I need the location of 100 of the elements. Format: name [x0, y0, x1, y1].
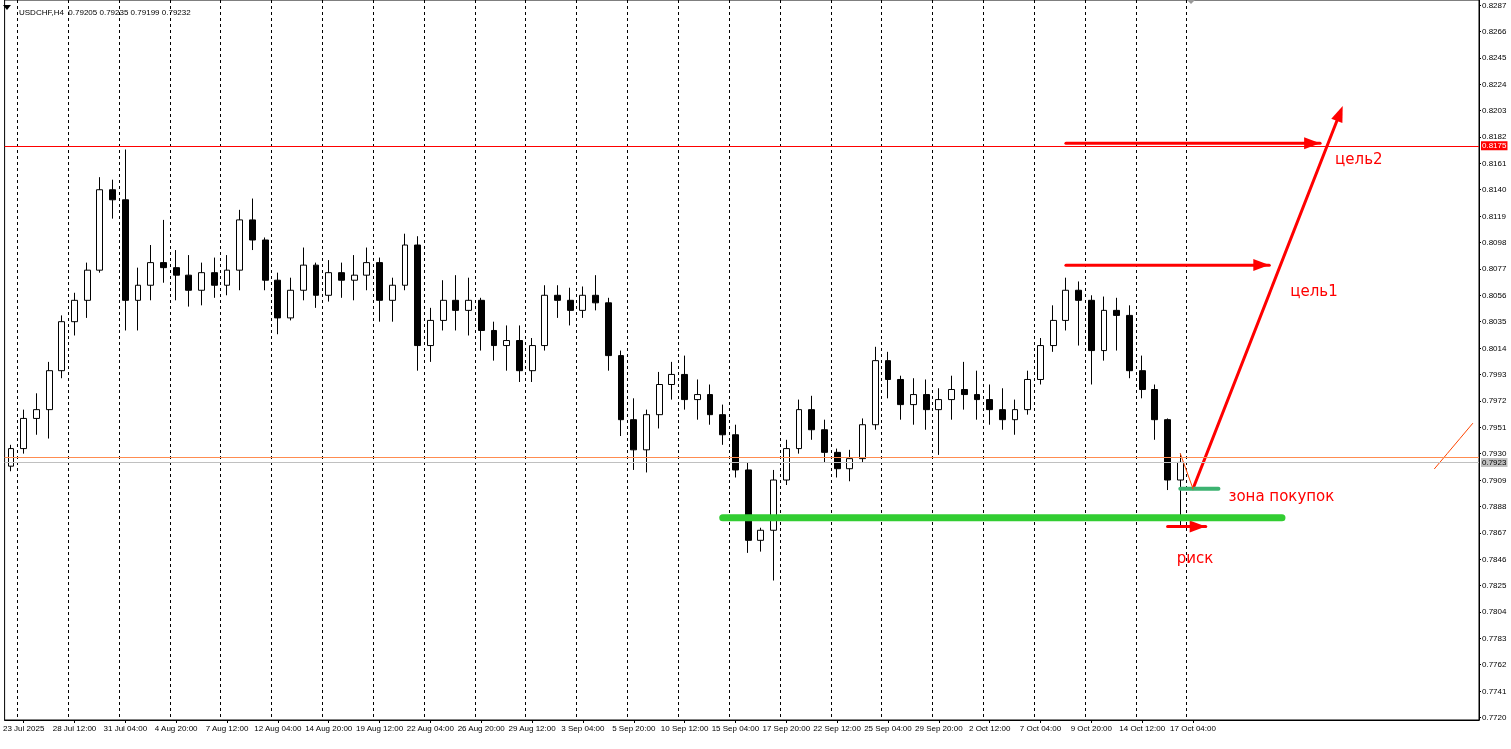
candlestick	[1126, 304, 1133, 379]
y-tick-label: 0.8266	[1482, 26, 1508, 36]
candlestick	[783, 439, 790, 486]
series-label: цель1	[1290, 281, 1338, 300]
y-tick-label: 0.8224	[1482, 79, 1508, 89]
candlestick	[1139, 355, 1146, 399]
x-tick-label: 14 Aug 20:00	[305, 723, 353, 733]
series-label: риск	[1176, 548, 1214, 567]
candlestick	[351, 254, 358, 301]
x-tick-label: 15 Sep 04:00	[711, 723, 760, 733]
candlestick	[630, 397, 637, 471]
y-tick-label: 0.7762	[1482, 660, 1508, 670]
y-tick-label: 0.8287	[1482, 0, 1508, 10]
candlestick	[274, 272, 281, 335]
candlestick	[224, 254, 230, 296]
candlestick	[554, 284, 561, 319]
candlestick	[516, 324, 523, 383]
candlestick	[605, 297, 612, 372]
candlestick	[122, 149, 129, 331]
candlestick	[808, 395, 815, 441]
candlestick	[1177, 453, 1184, 527]
y-tick-label: 0.8077	[1482, 264, 1508, 274]
candlestick	[1088, 294, 1095, 385]
candlestick	[452, 274, 459, 331]
x-tick-label: 31 Jul 04:00	[103, 723, 148, 733]
candlestick	[1012, 399, 1018, 436]
candlestick	[503, 324, 510, 372]
series-label: цель2	[1335, 149, 1383, 168]
x-tick-label: 29 Aug 12:00	[508, 723, 557, 733]
candlestick	[96, 176, 103, 274]
candlestick	[974, 370, 980, 421]
x-tick-label: 2 Oct 12:00	[968, 723, 1011, 733]
y-tick-label: 0.8119	[1482, 211, 1507, 221]
candlestick	[1050, 304, 1057, 353]
y-tick-label: 0.7846	[1482, 554, 1508, 564]
candlestick	[236, 209, 243, 291]
candlestick	[135, 267, 141, 331]
candlestick	[84, 262, 91, 319]
x-tick-label: 4 Aug 20:00	[154, 723, 199, 733]
candlestick	[173, 249, 180, 301]
x-tick-label: 22 Aug 04:00	[406, 723, 455, 733]
candlestick	[427, 307, 434, 363]
x-tick-label: 22 Sep 12:00	[813, 723, 862, 733]
candlestick	[986, 384, 993, 426]
candlestick	[147, 244, 154, 301]
candlestick	[287, 277, 294, 321]
candlestick	[465, 277, 472, 336]
candlestick	[859, 417, 866, 463]
candlestick	[948, 375, 955, 421]
y-tick-label: 0.7741	[1482, 686, 1508, 696]
candlestick	[579, 285, 586, 319]
candlestick	[846, 449, 853, 482]
candlestick	[694, 378, 701, 421]
x-tick-label: 17 Sep 20:00	[762, 723, 811, 733]
candlestick	[719, 404, 726, 446]
candlestick	[198, 262, 205, 306]
candlestick	[796, 399, 802, 455]
candlestick	[732, 424, 739, 478]
y-tick-label: 0.7993	[1482, 369, 1508, 379]
x-tick-label: 7 Aug 12:00	[205, 723, 249, 733]
candlestick	[529, 337, 536, 383]
candlestick	[20, 409, 27, 455]
y-tick-label: 0.7930	[1482, 449, 1508, 459]
candlestick	[745, 461, 752, 554]
x-tick-label: 14 Oct 12:00	[1119, 723, 1166, 733]
candlestick	[1024, 370, 1031, 416]
candlestick	[910, 377, 917, 426]
candlestick	[249, 198, 256, 251]
y-tick-label: 0.8140	[1482, 185, 1508, 195]
x-tick-label: 7 Oct 04:00	[1019, 723, 1062, 733]
candlestick	[885, 351, 891, 399]
x-tick-label: 23 Jul 2025	[2, 723, 45, 733]
candlestick	[668, 361, 675, 401]
y-tick-label: 0.7909	[1482, 475, 1508, 485]
line-series	[1434, 422, 1474, 470]
x-tick-label: 26 Aug 20:00	[457, 723, 506, 733]
candlestick	[440, 279, 447, 331]
y-tick-label: 0.7783	[1482, 633, 1508, 643]
candlestick	[300, 247, 307, 301]
x-tick-label: 12 Aug 04:00	[254, 723, 302, 733]
candlestick	[656, 371, 663, 429]
candlestick	[707, 384, 713, 426]
candlestick	[414, 235, 421, 372]
candlestick	[1164, 417, 1171, 491]
candlestick	[325, 259, 332, 303]
x-tick-label: 17 Oct 04:00	[1170, 723, 1217, 733]
x-tick-label: 5 Sep 20:00	[612, 723, 656, 733]
x-tick-label: 28 Jul 12:00	[52, 723, 97, 733]
candlestick	[376, 257, 383, 323]
candlestick	[1075, 280, 1082, 347]
candlestick	[935, 387, 942, 456]
candlestick	[618, 350, 624, 437]
candlestick	[160, 219, 167, 284]
candlestick	[338, 262, 345, 299]
candlestick	[491, 321, 497, 362]
y-tick-label: 0.7972	[1482, 396, 1508, 406]
candlestick	[262, 236, 269, 291]
y-tick-label: 0.7804	[1482, 607, 1508, 617]
y-tick-label: 0.8056	[1482, 290, 1508, 300]
candlestick	[567, 287, 574, 326]
